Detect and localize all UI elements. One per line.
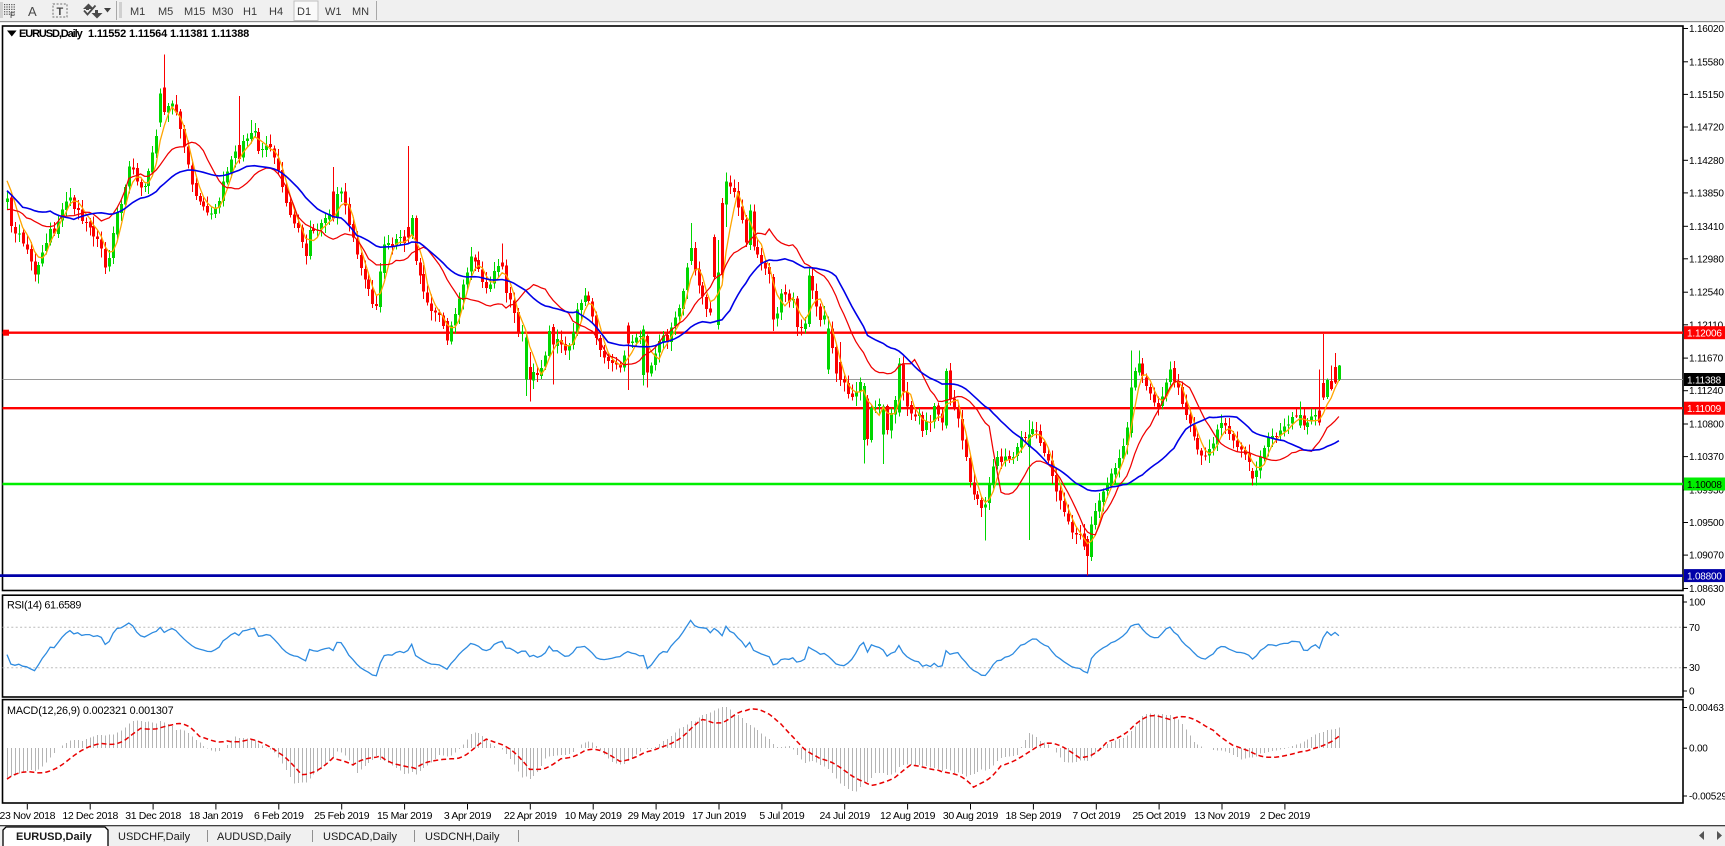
svg-text:RSI(14) 61.6589: RSI(14) 61.6589: [7, 600, 81, 612]
svg-text:H1: H1: [243, 6, 257, 18]
svg-text:1.09930: 1.09930: [1689, 486, 1724, 497]
svg-text:18 Jan 2019: 18 Jan 2019: [189, 810, 243, 822]
svg-text:10 May 2019: 10 May 2019: [565, 810, 622, 822]
svg-text:USDCHF,Daily: USDCHF,Daily: [118, 831, 191, 843]
svg-text:30: 30: [1689, 663, 1700, 674]
svg-text:22 Apr 2019: 22 Apr 2019: [504, 810, 557, 822]
svg-text:29 May 2019: 29 May 2019: [628, 810, 685, 822]
svg-text:USDCNH,Daily: USDCNH,Daily: [425, 831, 500, 843]
svg-text:H4: H4: [269, 6, 283, 18]
svg-text:M30: M30: [212, 6, 233, 18]
svg-text:1.14280: 1.14280: [1689, 156, 1724, 167]
svg-text:1.10800: 1.10800: [1689, 420, 1724, 431]
svg-text:1.13410: 1.13410: [1689, 222, 1724, 233]
svg-text:1.12980: 1.12980: [1689, 254, 1724, 265]
svg-text:1.11670: 1.11670: [1689, 354, 1724, 365]
svg-text:1.08630: 1.08630: [1689, 584, 1724, 595]
svg-text:0: 0: [1689, 687, 1695, 698]
svg-text:25 Oct 2019: 25 Oct 2019: [1132, 810, 1186, 822]
svg-text:5 Jul 2019: 5 Jul 2019: [759, 810, 804, 822]
svg-text:30 Aug 2019: 30 Aug 2019: [943, 810, 999, 822]
svg-text:1.14720: 1.14720: [1689, 123, 1724, 134]
svg-text:12 Dec 2018: 12 Dec 2018: [62, 810, 118, 822]
svg-text:0.00463: 0.00463: [1689, 703, 1724, 714]
svg-text:1.15580: 1.15580: [1689, 57, 1724, 68]
svg-text:17 Jun 2019: 17 Jun 2019: [692, 810, 746, 822]
svg-text:25 Feb 2019: 25 Feb 2019: [314, 810, 370, 822]
svg-text:1.11552 1.11564 1.11381 1.1138: 1.11552 1.11564 1.11381 1.11388: [88, 28, 249, 40]
svg-text:13 Nov 2019: 13 Nov 2019: [1194, 810, 1250, 822]
svg-text:-0.00529: -0.00529: [1689, 792, 1725, 803]
svg-text:1.13850: 1.13850: [1689, 188, 1724, 199]
svg-text:23 Nov 2018: 23 Nov 2018: [0, 810, 56, 822]
svg-text:A: A: [28, 4, 37, 19]
svg-text:1.15150: 1.15150: [1689, 90, 1724, 101]
svg-text:1.11009: 1.11009: [1687, 404, 1722, 415]
svg-text:M5: M5: [158, 6, 173, 18]
svg-text:18 Sep 2019: 18 Sep 2019: [1006, 810, 1062, 822]
svg-text:1.09070: 1.09070: [1689, 551, 1724, 562]
svg-text:1.10008: 1.10008: [1687, 480, 1722, 491]
svg-text:6 Feb 2019: 6 Feb 2019: [254, 810, 304, 822]
svg-text:0.00: 0.00: [1689, 744, 1708, 755]
svg-text:1.11240: 1.11240: [1689, 386, 1724, 397]
svg-text:24 Jul 2019: 24 Jul 2019: [819, 810, 870, 822]
svg-text:AUDUSD,Daily: AUDUSD,Daily: [217, 831, 291, 843]
svg-text:M1: M1: [130, 6, 145, 18]
svg-text:7 Oct 2019: 7 Oct 2019: [1072, 810, 1120, 822]
svg-text:F: F: [10, 11, 15, 20]
svg-text:15 Mar 2019: 15 Mar 2019: [377, 810, 433, 822]
svg-text:MN: MN: [352, 6, 369, 18]
svg-text:3 Apr 2019: 3 Apr 2019: [444, 810, 492, 822]
svg-text:T: T: [57, 6, 64, 18]
svg-text:12 Aug 2019: 12 Aug 2019: [880, 810, 936, 822]
svg-text:MACD(12,26,9) 0.002321 0.00130: MACD(12,26,9) 0.002321 0.001307: [7, 705, 174, 717]
svg-text:1.12006: 1.12006: [1687, 329, 1722, 340]
svg-text:2 Dec 2019: 2 Dec 2019: [1260, 810, 1311, 822]
svg-text:1.12110: 1.12110: [1689, 320, 1724, 331]
svg-text:31 Dec 2018: 31 Dec 2018: [125, 810, 181, 822]
svg-text:M15: M15: [184, 6, 205, 18]
svg-text:1.08800: 1.08800: [1687, 572, 1722, 583]
svg-text:USDCAD,Daily: USDCAD,Daily: [323, 831, 397, 843]
svg-text:1.16020: 1.16020: [1689, 24, 1724, 35]
svg-text:1.11388: 1.11388: [1687, 376, 1722, 387]
svg-text:1.12540: 1.12540: [1689, 288, 1724, 299]
svg-text:1.09500: 1.09500: [1689, 518, 1724, 529]
svg-text:70: 70: [1689, 623, 1700, 634]
svg-text:W1: W1: [325, 6, 342, 18]
svg-text:D1: D1: [297, 6, 311, 18]
svg-text:EURUSD,Daily: EURUSD,Daily: [16, 831, 93, 843]
svg-text:EURUSD,Daily: EURUSD,Daily: [19, 28, 84, 40]
svg-text:100: 100: [1689, 598, 1706, 609]
svg-text:1.10370: 1.10370: [1689, 452, 1724, 463]
